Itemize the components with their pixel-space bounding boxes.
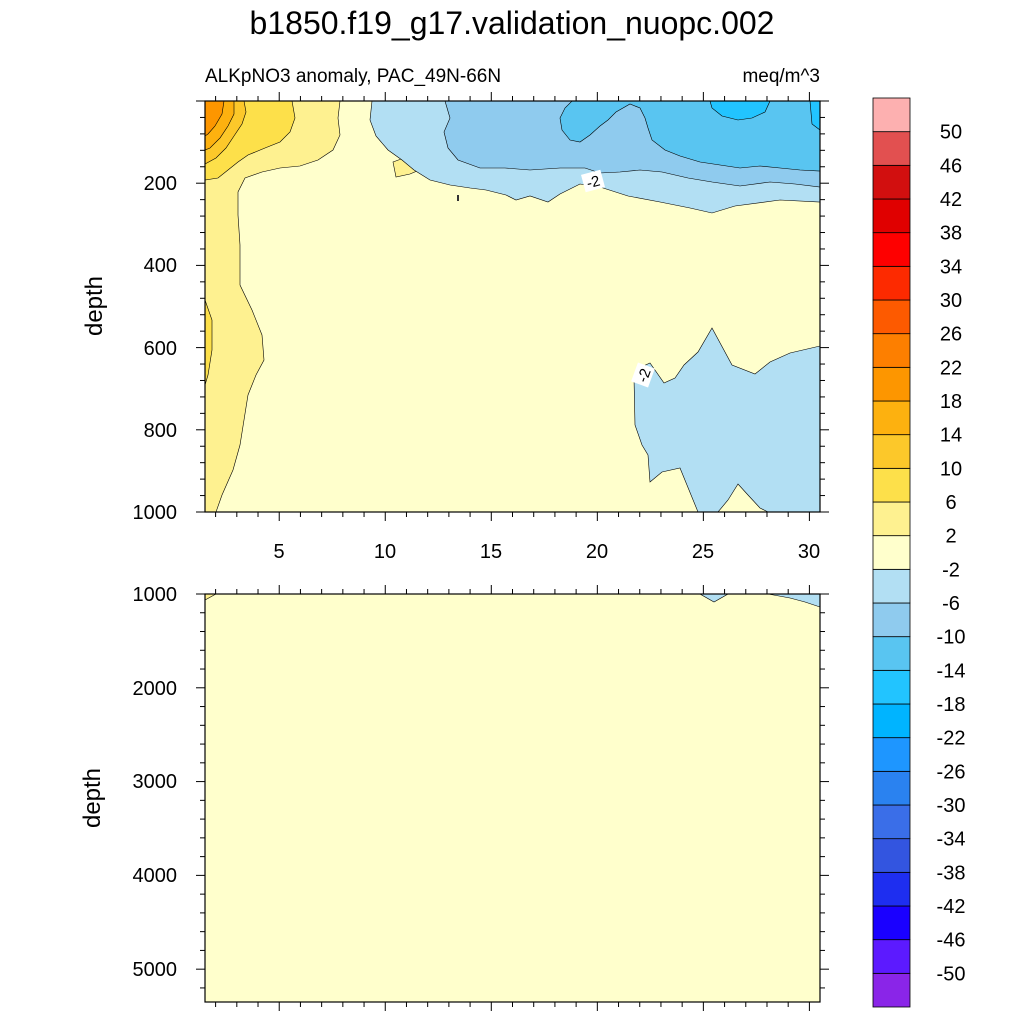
lower-ytick-label-4000: 4000	[133, 865, 178, 887]
upper-xtick-label-25: 25	[692, 541, 714, 563]
colorbar-labels: 50 46 42 38 34 30 26 22 18 14 10 6 2 -2 -6 -10 -14 -18 -22…	[937, 122, 966, 986]
colorbar-label: -22	[937, 728, 966, 750]
colorbar-label: 18	[940, 391, 962, 413]
upper-xtick-label-30: 30	[798, 541, 820, 563]
colorbar-label: 2	[945, 526, 956, 548]
lower-tick-marks	[196, 585, 829, 1011]
colorbar-swatch	[872, 871, 911, 907]
colorbar-swatch	[872, 737, 911, 772]
cold-contour-minus2-deep-region	[633, 327, 821, 513]
colorbar-swatch	[872, 568, 911, 604]
lower-ytick-label-3000: 3000	[133, 771, 178, 793]
contour-label-minus2-deep-background	[631, 362, 655, 388]
colorbar-label: -26	[937, 761, 966, 783]
upper-ytick-label-600: 600	[144, 338, 177, 360]
colorbar-swatch	[872, 972, 911, 1008]
upper-y-tick-labels: 200 400 600 800 1000	[133, 173, 178, 524]
colorbar-label: -6	[942, 593, 960, 615]
colorbar-label: 14	[940, 425, 962, 447]
colorbar-swatch	[872, 939, 911, 974]
upper-ytick-label-800: 800	[144, 420, 177, 442]
colorbar-swatch	[872, 131, 911, 166]
contour-label-minus2-deep: -2	[631, 362, 655, 388]
colorbar-swatch	[872, 333, 911, 368]
colorbar-swatch	[872, 434, 911, 469]
lower-y-axis-label: depth	[79, 768, 106, 828]
cold-contour-minus10-surface-region	[559, 100, 821, 172]
upper-subtitle-right: meq/m^3	[742, 66, 820, 87]
colorbar-swatch	[872, 535, 911, 570]
colorbar-label: 22	[940, 357, 962, 379]
colorbar-label: -10	[937, 627, 966, 649]
tiny-contour-mark	[457, 195, 459, 201]
contour-label-minus2-deep-text: -2	[634, 366, 655, 384]
colorbar-swatch	[872, 198, 911, 234]
upper-xtick-label-15: 15	[480, 541, 502, 563]
colorbar-label: 38	[940, 223, 962, 245]
colorbar-swatch	[872, 366, 911, 402]
colorbar-swatch	[872, 97, 911, 133]
lower-ytick-label-2000: 2000	[133, 678, 178, 700]
colorbar-label: -2	[942, 559, 960, 581]
upper-xtick-label-20: 20	[586, 541, 608, 563]
colorbar-swatch	[872, 232, 911, 267]
colorbar-swatch	[872, 703, 911, 739]
colorbar-label: 46	[940, 155, 962, 177]
colorbar-swatch	[872, 770, 911, 806]
warm-contour-2-region	[204, 100, 341, 513]
upper-plot-area: -2 -2	[204, 100, 821, 513]
lower-ytick-label-1000: 1000	[133, 584, 178, 606]
colorbar-swatch	[872, 265, 911, 301]
lower-background-fill	[205, 594, 820, 1002]
colorbar-label: 30	[940, 290, 962, 312]
lower-y-tick-labels: 1000 2000 3000 4000 5000	[133, 584, 178, 981]
upper-xtick-label-10: 10	[374, 541, 396, 563]
upper-subtitle-left: ALKpNO3 anomaly, PAC_49N-66N	[205, 66, 501, 87]
lower-ytick-label-5000: 5000	[133, 959, 178, 981]
colorbar-label: -14	[937, 660, 966, 682]
contour-label-minus2-surface-text: -2	[585, 173, 602, 193]
colorbar	[872, 97, 911, 1008]
colorbar-label: -18	[937, 694, 966, 716]
colorbar-swatch	[872, 299, 911, 335]
colorbar-label: -34	[937, 829, 966, 851]
colorbar-label: -50	[937, 963, 966, 985]
cold-contour-minus14-surface-region	[709, 100, 771, 121]
colorbar-label: 34	[940, 256, 962, 278]
upper-y-axis-label: depth	[81, 276, 108, 336]
contour-label-minus2-surface-background	[581, 169, 605, 193]
upper-xtick-label-5: 5	[273, 541, 284, 563]
upper-ytick-label-1000: 1000	[133, 502, 178, 524]
upper-ytick-label-400: 400	[144, 255, 177, 277]
upper-tick-marks	[196, 92, 829, 521]
colorbar-swatch	[872, 669, 911, 705]
colorbar-label: 10	[940, 458, 962, 480]
colorbar-swatch	[872, 467, 911, 503]
colorbar-label: -38	[937, 862, 966, 884]
colorbar-label: 42	[940, 189, 962, 211]
colorbar-label: -46	[937, 930, 966, 952]
colorbar-swatch	[872, 501, 911, 537]
colorbar-label: -42	[937, 896, 966, 918]
colorbar-label: 26	[940, 324, 962, 346]
colorbar-swatch	[872, 804, 911, 840]
colorbar-label: 50	[940, 122, 962, 144]
chart-title: b1850.f19_g17.validation_nuopc.002	[250, 5, 775, 41]
colorbar-swatch	[872, 602, 911, 638]
colorbar-swatch	[872, 636, 911, 671]
contour-label-minus2-surface: -2	[581, 169, 605, 193]
lower-plot-area	[204, 593, 821, 1002]
colorbar-swatch	[872, 838, 911, 873]
colorbar-swatch	[872, 164, 911, 200]
colorbar-label: -30	[937, 795, 966, 817]
upper-ytick-label-200: 200	[144, 173, 177, 195]
upper-x-tick-labels: 5 10 15 20 25 30	[273, 541, 820, 563]
colorbar-swatch	[872, 400, 911, 436]
colorbar-label: 6	[945, 492, 956, 514]
colorbar-swatch	[872, 905, 911, 941]
